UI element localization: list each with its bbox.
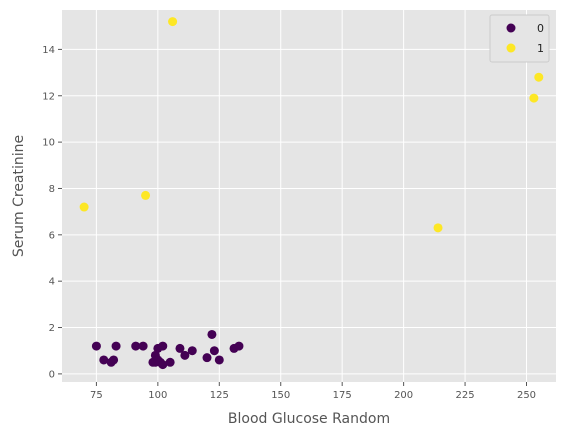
- x-tick-label: 125: [210, 390, 229, 401]
- data-point-class-0: [99, 355, 109, 365]
- data-point-class-1: [168, 17, 178, 27]
- data-point-class-0: [109, 355, 119, 365]
- data-point-class-0: [175, 343, 185, 353]
- x-tick-label: 200: [394, 390, 413, 401]
- data-point-class-0: [180, 350, 190, 360]
- y-tick-label: 4: [49, 277, 55, 288]
- data-point-class-0: [234, 341, 244, 351]
- data-point-class-0: [138, 341, 148, 351]
- y-axis-label: Serum Creatinine: [11, 135, 27, 257]
- x-gridlines: [95, 10, 528, 382]
- x-tick-label: 75: [90, 390, 103, 401]
- data-point-class-0: [158, 341, 168, 351]
- data-point-class-1: [141, 190, 151, 200]
- data-point-class-0: [207, 329, 217, 339]
- y-tick-label: 10: [42, 138, 55, 149]
- data-point-class-0: [214, 355, 224, 365]
- data-point-class-1: [79, 202, 89, 212]
- legend-marker-1: [506, 43, 516, 53]
- y-tick-label: 0: [49, 369, 55, 380]
- x-axis-ticks: 75 100 125 150 175 200 225 250: [90, 382, 536, 401]
- x-tick-label: 175: [333, 390, 352, 401]
- data-point-class-0: [165, 357, 175, 367]
- legend: 0 1: [489, 14, 550, 63]
- data-point-class-0: [202, 353, 212, 363]
- y-gridlines: [62, 48, 556, 375]
- legend-box: [489, 14, 550, 63]
- data-point-class-0: [111, 341, 121, 351]
- y-axis-ticks: 0 2 4 6 8 10 12 14: [42, 45, 62, 380]
- x-tick-label: 250: [517, 390, 536, 401]
- y-tick-label: 14: [42, 45, 55, 56]
- x-tick-label: 225: [456, 390, 475, 401]
- data-points: [79, 17, 544, 370]
- data-point-class-1: [433, 223, 443, 233]
- plot-area: [62, 10, 556, 382]
- y-tick-label: 6: [49, 230, 55, 241]
- x-tick-label: 100: [148, 390, 167, 401]
- y-tick-label: 8: [49, 184, 55, 195]
- data-point-class-0: [131, 341, 141, 351]
- legend-marker-0: [506, 23, 516, 33]
- data-point-class-0: [187, 346, 197, 356]
- data-point-class-1: [534, 72, 544, 82]
- data-point-class-0: [91, 341, 101, 351]
- y-tick-label: 2: [49, 323, 55, 334]
- x-tick-label: 150: [271, 390, 290, 401]
- data-point-class-0: [209, 346, 219, 356]
- y-tick-label: 12: [42, 91, 55, 102]
- data-point-class-0: [158, 360, 168, 370]
- legend-label-1: 1: [537, 42, 544, 55]
- x-axis-label: Blood Glucose Random: [228, 411, 390, 427]
- legend-label-0: 0: [537, 22, 544, 35]
- data-point-class-1: [529, 93, 539, 103]
